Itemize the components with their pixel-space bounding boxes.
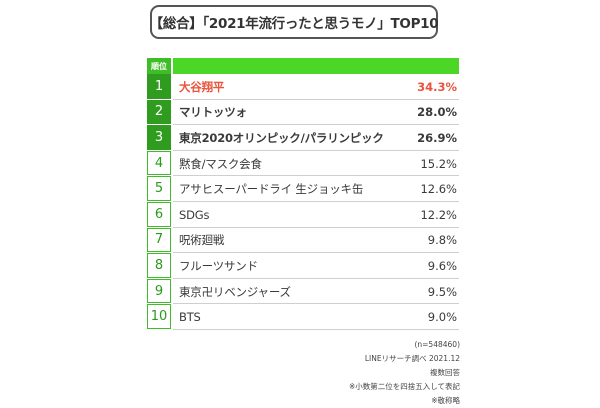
footnote-sample-size: (n=548460) [414,340,460,349]
percentage-value: 9.0% [427,310,457,325]
percentage-value: 34.3% [417,79,457,94]
item-name: 東京卍リベンジャーズ [179,284,291,299]
footnote-honorifics: ※敬称略 [431,396,460,405]
percentage-value: 26.9% [417,130,457,145]
item-name: フルーツサンド [179,258,258,273]
item-name: マリトッツォ [179,105,247,120]
table-row: 7 呪術廻戦 9.8% [147,227,459,254]
percentage-value: 28.0% [417,105,457,120]
rank-cell: 10 [147,304,171,329]
footnote-multiple-answers: 複数回答 [430,368,460,377]
header-bar [173,58,459,74]
footnote-source: LINEリサーチ調べ 2021.12 [364,354,460,363]
percentage-value: 12.6% [420,182,457,197]
footnote-rounding: ※小数第二位を四捨五入して表記 [348,382,460,391]
table-row: 2 マリトッツォ 28.0% [147,99,459,126]
table-row: 5 アサヒスーパードライ 生ジョッキ缶 12.6% [147,176,459,202]
percentage-value: 9.8% [427,233,457,248]
table-row: 10 BTS 9.0% [147,304,459,330]
table-row: 3 東京2020オリンピック/パラリンピック 26.9% [147,125,459,151]
rank-cell: 6 [147,201,171,227]
percentage-value: 15.2% [420,156,457,171]
rank-cell: 9 [147,278,171,304]
rank-cell: 7 [147,227,171,253]
rank-cell: 5 [147,176,171,201]
rank-cell: 3 [147,125,171,150]
item-name: 東京2020オリンピック/パラリンピック [179,130,384,145]
table-row: 6 SDGs 12.2% [147,201,459,228]
ranking-table: 順位 1 大谷翔平 34.3% 2 マリトッツォ 28.0% 3 東京2020オリンピック/パ… [147,58,459,330]
rank-cell: 1 [147,74,171,99]
table-row: 1 大谷翔平 34.3% [147,74,459,100]
percentage-value: 12.2% [420,207,457,222]
item-name: 呪術廻戦 [179,233,225,248]
rank-cell: 2 [147,99,171,125]
table-body: 1 大谷翔平 34.3% 2 マリトッツォ 28.0% 3 東京2020オリンピック/パラリン… [147,74,459,330]
rank-cell: 4 [147,150,171,176]
item-name: 黙食/マスク会食 [179,156,262,171]
table-header: 順位 [147,58,459,74]
table-row: 9 東京卍リベンジャーズ 9.5% [147,278,459,305]
table-row: 4 黙食/マスク会食 15.2% [147,150,459,177]
item-name: BTS [179,310,201,325]
rank-cell: 8 [147,253,171,278]
item-name: SDGs [179,207,210,222]
chart-title: 【総合】「2021年流行ったと思うモノ」TOP10 [150,5,439,39]
rank-column-header: 順位 [147,58,171,74]
percentage-value: 9.6% [427,258,457,273]
table-row: 8 フルーツサンド 9.6% [147,253,459,279]
item-name: 大谷翔平 [179,79,225,94]
footnotes: (n=548460) LINEリサーチ調べ 2021.12 複数回答 ※小数第二… [349,338,460,408]
item-name: アサヒスーパードライ 生ジョッキ缶 [179,182,364,197]
percentage-value: 9.5% [427,284,457,299]
